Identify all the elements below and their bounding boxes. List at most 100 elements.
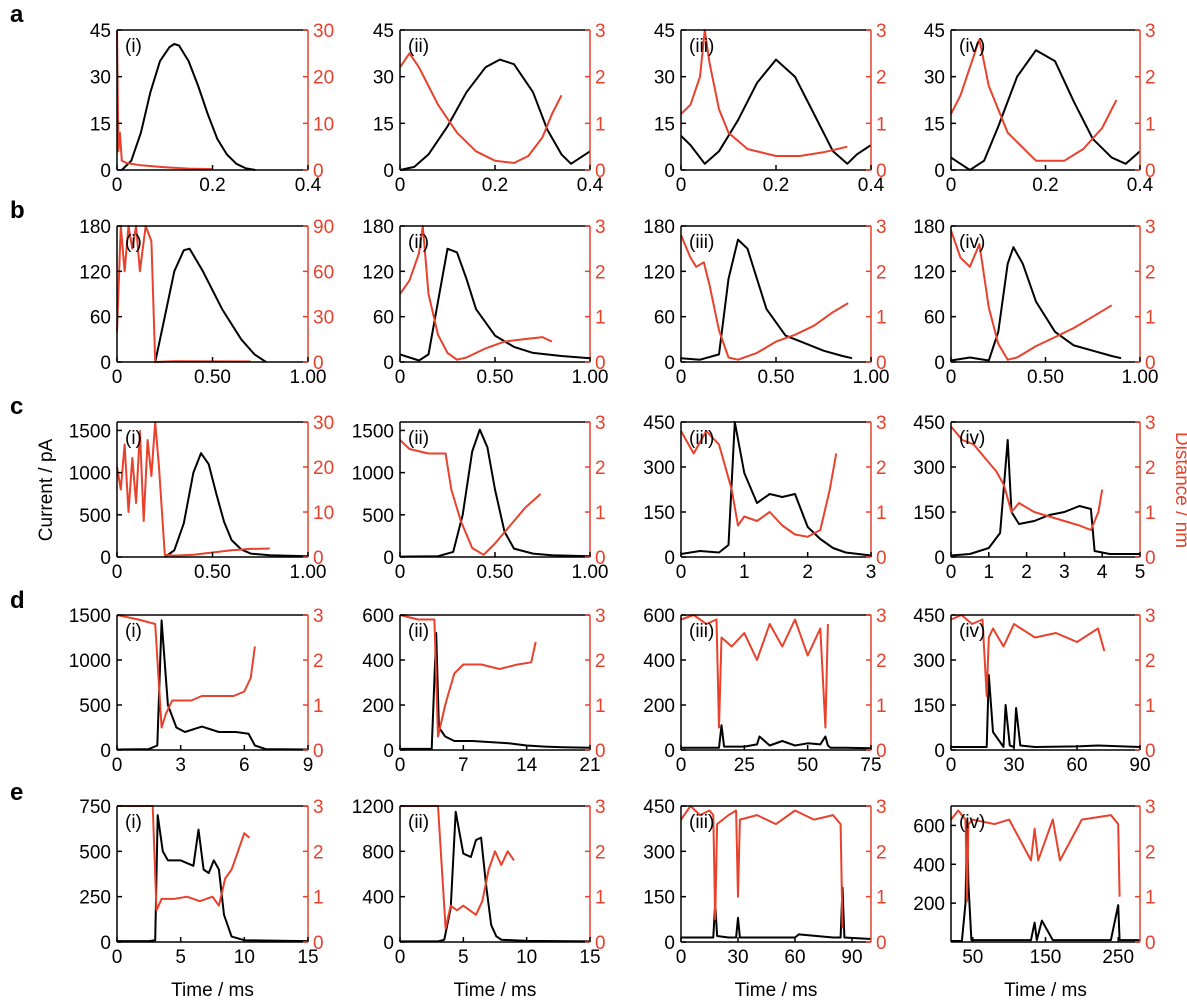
row-label-c: c <box>10 393 23 420</box>
y-left-tick-label: 0 <box>383 353 394 374</box>
y-left-tick-label: 0 <box>934 741 945 762</box>
y-left-tick-label: 30 <box>373 68 394 89</box>
y-right-tick-label: 0 <box>876 161 887 182</box>
y-right-tick-label: 0 <box>1145 548 1156 569</box>
x-tick-label: 3 <box>175 755 186 776</box>
y-left-tick-label: 800 <box>362 842 394 863</box>
x-tick-label: 250 <box>1102 947 1134 968</box>
y-left-axis-label: Current / pA <box>36 438 57 541</box>
x-tick-label: 25 <box>734 755 755 776</box>
y-right-tick-label: 10 <box>313 114 334 135</box>
x-tick-label: 1.00 <box>290 367 327 388</box>
y-right-tick-label: 0 <box>876 353 887 374</box>
distance-trace <box>680 234 849 361</box>
y-left-tick-label: 600 <box>913 816 945 837</box>
panel-e-4: 50 150 250 200 400 600 0 1 2 3 (iv) <box>913 797 1155 968</box>
y-right-tick-label: 1 <box>876 503 887 524</box>
y-right-tick-label: 0 <box>595 548 606 569</box>
y-right-tick-label: 60 <box>313 262 334 283</box>
x-tick-label: 3 <box>866 562 877 583</box>
current-trace <box>681 724 872 750</box>
y-right-tick-label: 0 <box>876 548 887 569</box>
y-left-tick-label: 450 <box>913 606 945 627</box>
y-left-tick-label: 15 <box>90 114 111 135</box>
y-right-tick-label: 3 <box>876 797 887 818</box>
y-left-tick-label: 300 <box>643 842 675 863</box>
y-left-tick-label: 1000 <box>69 464 111 485</box>
y-right-tick-label: 0 <box>876 933 887 954</box>
x-tick-label: 1 <box>984 562 995 583</box>
y-left-tick-label: 500 <box>79 506 111 527</box>
y-left-tick-label: 0 <box>100 933 111 954</box>
distance-trace <box>680 430 838 538</box>
x-tick-label: 7 <box>458 755 469 776</box>
x-axis-label: Time / ms <box>171 980 254 1001</box>
y-right-axis-label: Distance / nm <box>1171 432 1187 548</box>
y-right-tick-label: 3 <box>876 21 887 42</box>
y-right-tick-label: 0 <box>313 548 324 569</box>
y-left-tick-label: 120 <box>79 262 111 283</box>
distance-trace <box>680 29 848 157</box>
y-right-tick-label: 0 <box>313 161 324 182</box>
row-label-d: d <box>10 587 25 614</box>
y-left-tick-label: 180 <box>913 217 945 238</box>
y-right-tick-label: 2 <box>1145 651 1156 672</box>
y-right-tick-label: 1 <box>595 503 606 524</box>
y-right-tick-label: 20 <box>313 68 334 89</box>
distance-trace <box>399 439 542 556</box>
y-left-tick-label: 120 <box>643 262 675 283</box>
x-tick-label: 1.00 <box>290 562 327 583</box>
distance-trace <box>116 225 251 363</box>
y-right-tick-label: 2 <box>313 651 324 672</box>
y-right-tick-label: 0 <box>313 741 324 762</box>
x-tick-label: 0 <box>946 367 957 388</box>
distance-trace <box>400 805 515 930</box>
y-right-tick-label: 2 <box>1145 68 1156 89</box>
y-right-tick-label: 2 <box>1145 842 1156 863</box>
panel-e-3: 0 30 60 90 0 150 300 450 0 1 2 3 (iii) <box>643 797 886 968</box>
current-trace <box>950 246 1122 362</box>
row-label-a: a <box>10 1 24 28</box>
distance-trace <box>116 29 213 171</box>
y-left-tick-label: 600 <box>643 606 675 627</box>
y-left-tick-label: 1000 <box>69 651 111 672</box>
distance-trace <box>399 614 537 738</box>
x-tick-label: 0 <box>395 755 406 776</box>
x-tick-label: 5 <box>458 947 469 968</box>
x-tick-label: 0.50 <box>758 367 795 388</box>
x-tick-label: 0 <box>395 947 406 968</box>
x-tick-label: 0 <box>946 175 957 196</box>
y-left-tick-label: 500 <box>362 506 394 527</box>
y-right-tick-label: 20 <box>313 458 334 479</box>
y-left-tick-label: 0 <box>100 548 111 569</box>
current-trace <box>399 58 591 171</box>
distance-trace <box>950 614 1106 697</box>
y-right-tick-label: 3 <box>1145 217 1156 238</box>
y-right-tick-label: 0 <box>876 741 887 762</box>
y-right-tick-label: 30 <box>313 413 334 434</box>
panel-label: (ii) <box>408 812 429 833</box>
x-tick-label: 90 <box>1129 755 1150 776</box>
y-left-tick-label: 180 <box>362 217 394 238</box>
y-left-tick-label: 0 <box>664 741 675 762</box>
y-left-tick-label: 200 <box>913 894 945 915</box>
y-right-tick-label: 1 <box>313 696 324 717</box>
x-tick-label: 0.4 <box>577 175 604 196</box>
y-left-tick-label: 60 <box>90 308 111 329</box>
current-trace <box>164 452 309 558</box>
current-trace <box>950 439 1140 557</box>
x-tick-label: 3 <box>1059 562 1070 583</box>
y-left-tick-label: 120 <box>362 262 394 283</box>
y-left-tick-label: 60 <box>373 308 394 329</box>
current-trace <box>400 632 591 750</box>
x-tick-label: 0.50 <box>1027 367 1064 388</box>
panel-label: (i) <box>125 36 142 57</box>
x-tick-label: 50 <box>797 755 818 776</box>
